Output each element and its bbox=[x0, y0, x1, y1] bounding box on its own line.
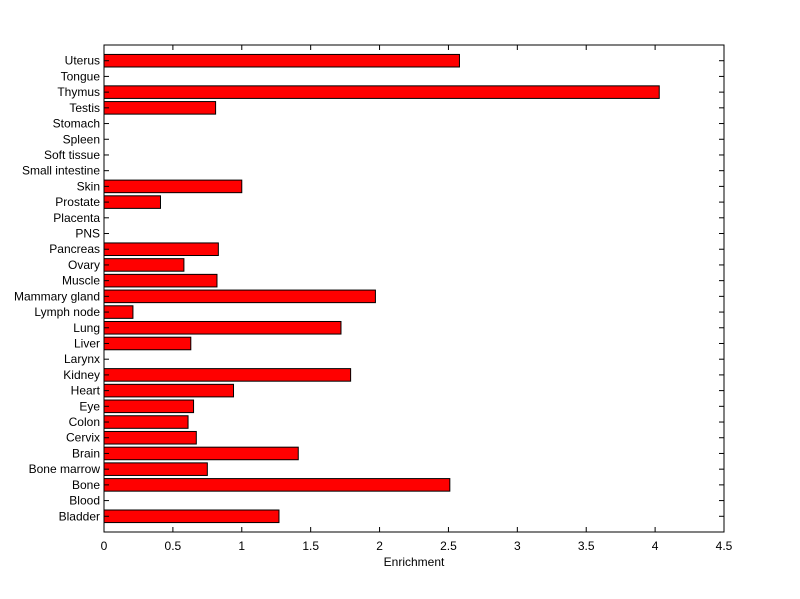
bar-bladder bbox=[103, 509, 280, 524]
y-tick-label: Colon bbox=[69, 415, 100, 429]
y-tick-label: PNS bbox=[75, 227, 100, 241]
x-tick-labels: 0 0.5 1 1.5 2 2.5 3 3.5 4 4.5 bbox=[101, 539, 733, 553]
y-tick-label: Lung bbox=[73, 321, 100, 335]
x-tick-label: 1 bbox=[238, 539, 245, 553]
y-tick-label: Cervix bbox=[66, 431, 100, 445]
bar-mammary-gland bbox=[103, 289, 376, 304]
bar-cervix bbox=[103, 430, 197, 445]
bar-pancreas bbox=[103, 242, 219, 257]
bar-kidney bbox=[103, 368, 352, 382]
plot-frame bbox=[103, 44, 725, 533]
bar-colon bbox=[103, 415, 189, 429]
y-tick-label: Spleen bbox=[63, 132, 100, 146]
y-tick-label: Bladder bbox=[59, 509, 100, 523]
y-tick-label: Uterus bbox=[65, 54, 100, 68]
y-tick-label: Blood bbox=[69, 494, 100, 508]
y-tick-label: Testis bbox=[69, 101, 100, 115]
x-tick-label: 3 bbox=[514, 539, 521, 553]
y-tick-label: Ovary bbox=[68, 258, 100, 272]
y-tick-label: Stomach bbox=[53, 117, 100, 131]
y-tick-label: Liver bbox=[74, 336, 100, 350]
y-tick-label: Larynx bbox=[64, 352, 100, 366]
x-tick-label: 2.5 bbox=[440, 539, 457, 553]
y-tick-label: Brain bbox=[72, 446, 100, 460]
bar-bone bbox=[103, 478, 451, 492]
y-tick-label: Lymph node bbox=[34, 305, 100, 319]
x-axis-label: Enrichment bbox=[384, 555, 445, 569]
x-tick-label: 4.5 bbox=[716, 539, 733, 553]
y-tick-label: Skin bbox=[77, 179, 100, 193]
y-tick-label: Soft tissue bbox=[44, 148, 100, 162]
y-tick-label: Kidney bbox=[63, 368, 100, 382]
x-tick-label: 3.5 bbox=[578, 539, 595, 553]
x-tick-label: 1.5 bbox=[302, 539, 319, 553]
y-tick-label: Heart bbox=[71, 384, 101, 398]
bar-liver bbox=[103, 336, 192, 351]
x-tick-label: 0.5 bbox=[165, 539, 182, 553]
y-tick-label: Muscle bbox=[62, 274, 100, 288]
bar-testis bbox=[103, 101, 217, 115]
y-tick-label: Mammary gland bbox=[14, 289, 100, 303]
x-tick-label: 2 bbox=[376, 539, 383, 553]
y-tick-label: Thymus bbox=[57, 85, 100, 99]
bar-prostate bbox=[103, 195, 161, 209]
ticks-group bbox=[103, 45, 725, 532]
y-tick-label: Pancreas bbox=[49, 242, 100, 256]
bar-skin bbox=[103, 179, 243, 194]
bar-muscle bbox=[103, 273, 218, 288]
bar-lung bbox=[103, 320, 342, 335]
bar-ovary bbox=[103, 258, 185, 272]
y-tick-label: Placenta bbox=[53, 211, 100, 225]
bar-heart bbox=[103, 383, 235, 398]
bar-brain bbox=[103, 446, 299, 461]
bar-bone-marrow bbox=[103, 462, 208, 476]
y-tick-label: Prostate bbox=[55, 195, 100, 209]
y-tick-label: Tongue bbox=[61, 69, 101, 83]
y-tick-label: Bone marrow bbox=[29, 462, 101, 476]
x-tick-label: 0 bbox=[101, 539, 108, 553]
y-tick-label: Bone bbox=[72, 478, 100, 492]
x-tick-label: 4 bbox=[652, 539, 659, 553]
bars-group bbox=[103, 53, 660, 524]
bar-eye bbox=[103, 399, 195, 414]
y-tick-label: Eye bbox=[79, 399, 100, 413]
bar-uterus bbox=[103, 53, 460, 68]
bar-thymus bbox=[103, 85, 660, 99]
y-tick-label: Small intestine bbox=[22, 164, 100, 178]
